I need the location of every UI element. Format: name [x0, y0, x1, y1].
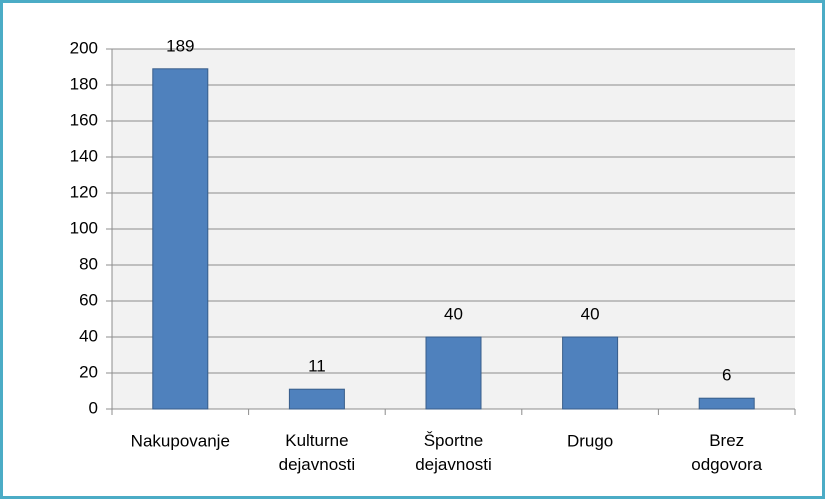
data-label: 40: [444, 304, 463, 323]
bar: [288, 388, 345, 410]
data-label: 40: [581, 304, 600, 323]
y-tick-label: 160: [70, 110, 98, 129]
bar: [425, 336, 482, 410]
y-tick-label: 120: [70, 182, 98, 201]
y-tick-label: 200: [70, 38, 98, 57]
bar: [562, 336, 619, 410]
x-tick-label: Kulturne dejavnosti: [279, 431, 356, 474]
y-tick-label: 40: [79, 326, 98, 345]
x-tick-label: Drugo: [567, 431, 613, 450]
y-tick-label: 60: [79, 290, 98, 309]
y-tick-label: 0: [89, 398, 98, 417]
y-tick-label: 20: [79, 362, 98, 381]
bar: [152, 68, 209, 410]
y-tick-label: 180: [70, 74, 98, 93]
data-label: 189: [166, 36, 194, 55]
y-tick-label: 140: [70, 146, 98, 165]
x-tick-label: Brez odgovora: [691, 431, 762, 474]
data-label: 6: [722, 366, 731, 385]
bar: [698, 397, 755, 410]
y-tick-label: 80: [79, 254, 98, 273]
x-tick-label: Nakupovanje: [131, 431, 230, 450]
x-tick-label: Športne dejavnosti: [415, 431, 492, 474]
y-tick-label: 100: [70, 218, 98, 237]
data-label: 11: [308, 357, 326, 376]
